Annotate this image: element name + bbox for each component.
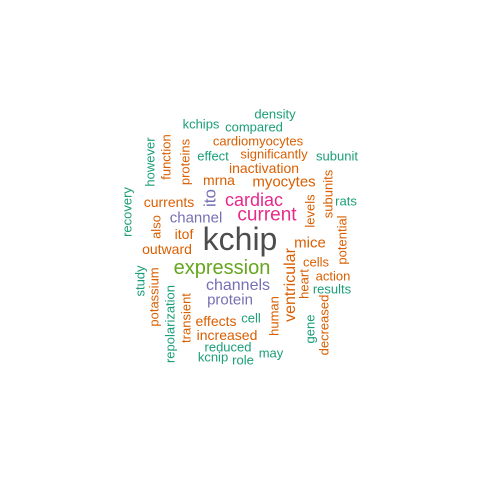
word-subunits: subunits — [320, 169, 336, 219]
word-gene: gene — [302, 314, 318, 344]
word-levels: levels — [302, 194, 318, 228]
word-channel: channel — [169, 209, 223, 227]
word-repolarization: repolarization — [162, 284, 178, 364]
word-cardiac: cardiac — [224, 190, 284, 210]
word-study: study — [132, 265, 148, 297]
word-function: function — [158, 134, 174, 180]
word-channels: channels — [205, 277, 271, 294]
word-decreased: decreased — [316, 294, 332, 356]
word-rats: rats — [335, 193, 357, 209]
word-inactivation: inactivation — [228, 160, 300, 176]
word-kcnip: kcnip — [197, 349, 229, 365]
word-effects: effects — [195, 313, 237, 329]
word-proteins: proteins — [177, 138, 193, 186]
word-potassium: potassium — [146, 267, 162, 327]
word-mrna: mrna — [203, 172, 235, 188]
word-kchip: kchip — [202, 221, 278, 257]
word-cardiomyocytes: cardiomyocytes — [212, 133, 304, 149]
word-myocytes: myocytes — [252, 173, 316, 191]
word-may: may — [258, 345, 284, 361]
word-significantly: significantly — [240, 146, 308, 162]
word-currents: currents — [143, 194, 195, 210]
word-human: human — [266, 296, 282, 336]
word-cells: cells — [302, 254, 330, 270]
word-mice: mice — [294, 234, 326, 252]
word-transient: transient — [178, 293, 194, 343]
word-role: role — [232, 352, 254, 368]
word-potential: potential — [334, 215, 350, 265]
word-results: results — [312, 281, 352, 297]
word-compared: compared — [225, 119, 283, 135]
word-outward: outward — [142, 241, 192, 257]
word-also: also — [148, 215, 164, 239]
word-cell: cell — [241, 310, 261, 326]
word-action: action — [315, 268, 351, 284]
word-subunit: subunit — [316, 148, 358, 164]
word-heart: heart — [296, 269, 312, 299]
word-recovery: recovery — [119, 187, 135, 237]
word-density: density — [254, 106, 296, 122]
word-effect: effect — [197, 148, 229, 164]
word-protein: protein — [207, 291, 253, 309]
word-kchips: kchips — [182, 116, 220, 132]
word-reduced: reduced — [204, 339, 252, 355]
word-increased: increased — [196, 327, 258, 343]
word-however: however — [142, 137, 158, 187]
word-expression: expression — [173, 257, 271, 279]
word-ito: ito — [200, 189, 220, 207]
word-itof: itof — [174, 226, 194, 242]
word-current: current — [237, 204, 297, 226]
